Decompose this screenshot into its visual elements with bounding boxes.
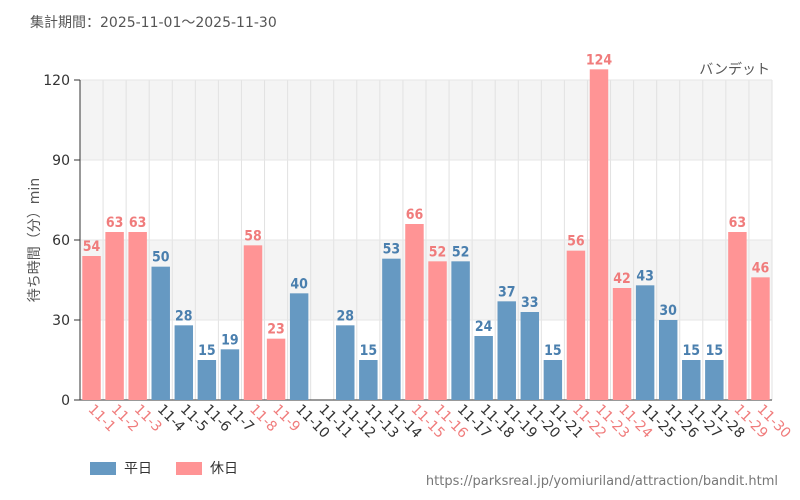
bar (105, 232, 124, 400)
bar-value-label: 56 (567, 234, 585, 250)
bar (336, 325, 355, 400)
bar-value-label: 63 (729, 215, 747, 231)
bar-value-label: 30 (659, 303, 677, 319)
bar-value-label: 37 (498, 284, 516, 300)
bar-value-label: 52 (429, 244, 447, 260)
bar-value-label: 15 (360, 343, 378, 359)
y-tick-label: 120 (43, 73, 70, 89)
bar-value-label: 66 (406, 207, 424, 223)
bar (151, 266, 170, 400)
bar-value-label: 24 (475, 319, 493, 335)
bar (266, 338, 286, 400)
holiday-swatch (176, 461, 202, 475)
collection-period: 集計期間：2025-11-01～2025-11-30 (30, 15, 277, 31)
bar-value-label: 40 (290, 276, 308, 292)
legend: 平日 休日 (90, 458, 262, 478)
legend-weekday[interactable]: 平日 (90, 458, 152, 478)
bar (635, 285, 655, 400)
legend-holiday-label: 休日 (210, 461, 238, 477)
bar (128, 232, 147, 400)
bar (751, 277, 770, 400)
bar (428, 261, 447, 400)
bar (474, 336, 493, 400)
bar (566, 250, 586, 400)
bar-value-label: 63 (106, 215, 124, 231)
series-label: バンデット (699, 61, 770, 78)
bar-value-label: 52 (452, 244, 470, 260)
bar (243, 245, 263, 400)
bar (658, 320, 678, 400)
bar-value-label: 54 (83, 239, 101, 255)
bar (451, 261, 470, 400)
bar (589, 69, 609, 400)
bar-value-label: 15 (544, 343, 562, 359)
y-tick-label: 90 (52, 153, 70, 169)
y-tick-label: 30 (52, 313, 70, 329)
bar-value-label: 28 (175, 308, 193, 324)
bar-value-label: 15 (683, 343, 701, 359)
bar-value-label: 28 (337, 308, 355, 324)
bar-value-label: 50 (152, 250, 170, 266)
bar (197, 360, 217, 400)
bar (174, 325, 194, 400)
bar-value-label: 63 (129, 215, 147, 231)
y-tick-label: 60 (52, 233, 70, 249)
bar (728, 232, 747, 400)
bar-value-label: 15 (706, 343, 724, 359)
bar (289, 293, 309, 400)
bar (82, 256, 101, 400)
bar (682, 360, 701, 400)
weekday-swatch (90, 461, 116, 475)
bar (705, 360, 724, 400)
source-url[interactable]: https://parksreal.jp/yomiuriland/attract… (425, 474, 778, 489)
bar (497, 301, 516, 400)
bar-value-label: 43 (636, 268, 654, 284)
bar (520, 312, 540, 400)
bar (220, 349, 240, 400)
bar (405, 224, 424, 400)
bar-value-label: 46 (752, 260, 770, 276)
bar (543, 360, 563, 400)
bar-value-label: 23 (267, 322, 285, 338)
bar-value-label: 124 (586, 52, 613, 68)
bar-value-label: 58 (244, 228, 262, 244)
bar-value-label: 33 (521, 295, 539, 311)
bar (382, 258, 401, 400)
legend-holiday[interactable]: 休日 (176, 458, 238, 478)
bar (612, 288, 632, 400)
bar (359, 360, 378, 400)
legend-weekday-label: 平日 (124, 461, 152, 477)
bar-value-label: 53 (383, 242, 401, 258)
bar-value-label: 19 (221, 332, 239, 348)
bar-value-label: 15 (198, 343, 216, 359)
bar-value-label: 42 (613, 271, 631, 287)
y-tick-label: 0 (61, 393, 70, 409)
